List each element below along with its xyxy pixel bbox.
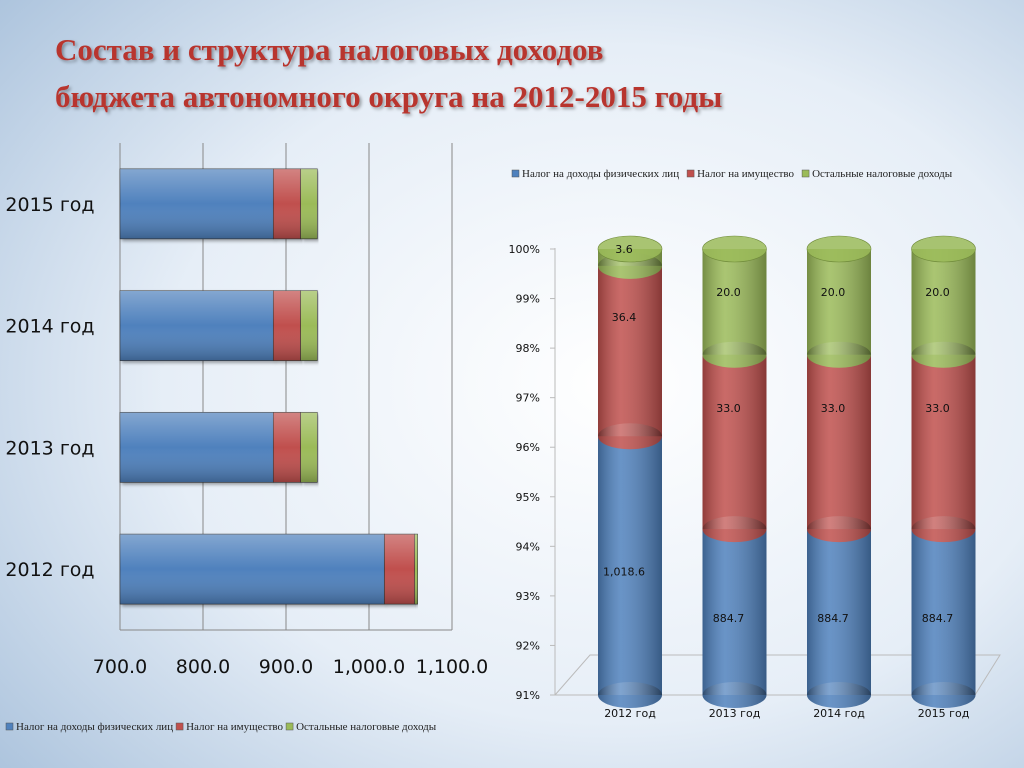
- x-tick-label: 700.0: [93, 656, 147, 678]
- cylinder-segment: [807, 354, 871, 543]
- cylinder-segment: [911, 529, 976, 708]
- y-tick-label: 2012 год: [5, 559, 94, 581]
- bar-shade: [120, 168, 274, 239]
- cylinder-part: [598, 682, 662, 708]
- data-label: 33.0: [925, 402, 950, 415]
- x-tick-label: 800.0: [176, 656, 230, 678]
- data-label: 3.6: [615, 243, 633, 256]
- y-tick-label: 98%: [516, 342, 540, 355]
- cylinder-part: [911, 341, 976, 368]
- y-tick-label: 99%: [516, 293, 540, 306]
- x-tick-label: 2013 год: [709, 707, 761, 720]
- cylinder-top: [702, 235, 767, 263]
- cylinder-segment: [702, 354, 767, 543]
- cylinder-part: [807, 682, 871, 708]
- y-tick-label: 2014 год: [5, 316, 94, 338]
- legend-label: Остальные налоговые доходы: [296, 721, 437, 733]
- bar-shade: [120, 534, 385, 605]
- legend-swatch: [686, 169, 695, 178]
- y-tick-label: 96%: [516, 441, 540, 454]
- y-tick-label: 97%: [516, 392, 540, 405]
- cylinder-part: [911, 682, 976, 708]
- cylinder-part: [807, 529, 871, 695]
- y-tick-label: 2013 год: [5, 437, 94, 459]
- y-tick-label: 91%: [516, 689, 540, 702]
- legend-swatch: [511, 169, 520, 178]
- legend-label: Налог на доходы физических лиц: [16, 721, 173, 733]
- cylinder-segment: [598, 265, 662, 450]
- bar-shade: [300, 412, 318, 483]
- cylinder-segment: [807, 529, 871, 708]
- x-tick-label: 1,000.0: [333, 656, 406, 678]
- bar-shade: [300, 290, 318, 361]
- bar-shade: [273, 168, 301, 239]
- cylinder-segment: [598, 436, 662, 708]
- y-tick-label: 2015 год: [5, 194, 94, 216]
- data-label: 33.0: [716, 402, 741, 415]
- cylinder-part: [702, 682, 767, 708]
- cylinder-part: [598, 265, 662, 437]
- y-tick-label: 93%: [516, 590, 540, 603]
- cylinder-part: [807, 354, 871, 530]
- y-tick-label: 95%: [516, 491, 540, 504]
- data-label: 20.0: [716, 286, 741, 299]
- legend-swatch: [5, 722, 14, 731]
- cylinder-part: [911, 249, 976, 355]
- x-tick-label: 2014 год: [813, 707, 865, 720]
- bar-shade: [120, 412, 274, 483]
- title-line: Состав и структура налоговых доходов: [55, 32, 603, 67]
- cylinder-part: [598, 423, 662, 450]
- bar-shade: [414, 534, 418, 605]
- y-tick-label: 94%: [516, 540, 540, 553]
- x-tick-label: 2015 год: [918, 707, 970, 720]
- y-tick-label: 92%: [516, 639, 540, 652]
- bar-shade: [384, 534, 415, 605]
- legend-swatch: [801, 169, 810, 178]
- cylinder-part: [911, 354, 976, 530]
- cylinder-segment: [911, 354, 976, 543]
- bar-shade: [273, 290, 301, 361]
- x-tick-label: 900.0: [259, 656, 313, 678]
- data-label: 20.0: [925, 286, 950, 299]
- legend-label: Налог на имущество: [697, 168, 794, 180]
- cylinder-part: [807, 516, 871, 543]
- legend-swatch: [285, 722, 294, 731]
- title-line: бюджета автономного округа на 2012-2015 …: [55, 79, 722, 114]
- data-label: 33.0: [821, 402, 846, 415]
- cylinder-part: [702, 354, 767, 530]
- cylinder-part: [598, 436, 662, 695]
- cylinder-part: [807, 341, 871, 368]
- cylinder-segment: [807, 249, 871, 368]
- cylinder-part: [911, 529, 976, 695]
- bar-shade: [273, 412, 301, 483]
- data-label: 1,018.6: [603, 566, 645, 579]
- cylinder-part: [911, 516, 976, 543]
- cylinder-segment: [911, 249, 976, 368]
- legend-label: Остальные налоговые доходы: [812, 168, 953, 180]
- cylinder-part: [807, 249, 871, 355]
- cylinder-part: [702, 249, 767, 355]
- cylinder-segment: [702, 249, 767, 368]
- cylinder-top: [911, 235, 976, 263]
- legend-label: Налог на имущество: [186, 721, 283, 733]
- cylinder-top: [597, 235, 663, 263]
- cylinder-part: [702, 516, 767, 543]
- cylinder-segment: [702, 529, 767, 708]
- data-label: 884.7: [817, 612, 849, 625]
- x-tick-label: 2012 год: [604, 707, 656, 720]
- y-tick-label: 100%: [509, 243, 540, 256]
- bar-shade: [120, 290, 274, 361]
- data-label: 20.0: [821, 286, 846, 299]
- legend-swatch: [175, 722, 184, 731]
- cylinder-top: [806, 235, 872, 263]
- data-label: 36.4: [612, 311, 637, 324]
- cylinder-part: [702, 341, 767, 368]
- x-tick-label: 1,100.0: [416, 656, 489, 678]
- data-label: 884.7: [713, 612, 745, 625]
- bar-shade: [300, 168, 318, 239]
- legend-label: Налог на доходы физических лиц: [522, 168, 679, 180]
- data-label: 884.7: [922, 612, 954, 625]
- cylinder-part: [702, 529, 767, 695]
